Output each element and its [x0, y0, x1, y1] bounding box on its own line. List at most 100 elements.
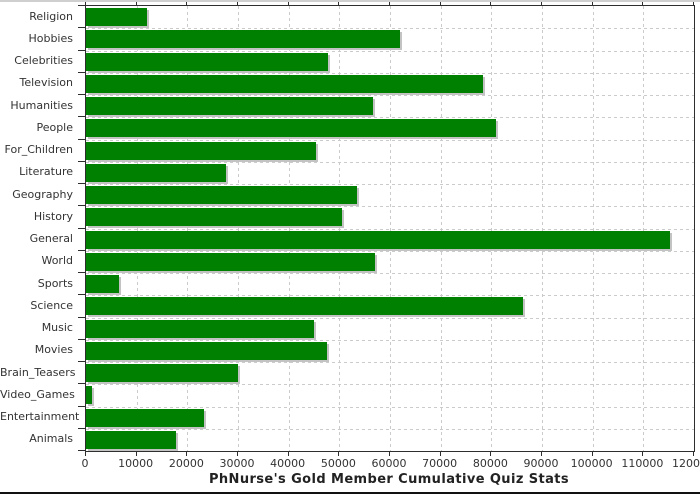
category-label-text: Celebrities: [14, 54, 73, 68]
horizontal-gridline: [86, 339, 694, 341]
category-label-text: People: [36, 120, 73, 134]
bar-for_children: [86, 141, 316, 160]
category-label: Humanities: [0, 100, 79, 111]
x-tick-top: [85, 2, 86, 5]
x-tick-label: 80000: [472, 457, 508, 470]
bar-row: [86, 162, 694, 184]
y-tick: [78, 361, 85, 362]
x-tick: [287, 451, 289, 456]
category-label-text: World: [41, 254, 73, 268]
bar-literature: [86, 163, 226, 182]
y-tick: [78, 49, 85, 51]
y-tick: [78, 27, 85, 29]
category-label-text: Music: [41, 321, 73, 335]
x-tick-label: 10000: [118, 457, 154, 470]
bar-row: [86, 206, 694, 228]
bar-entertainment: [86, 408, 204, 427]
category-label-text: Movies: [34, 343, 73, 357]
bar-row: [86, 251, 694, 273]
y-tick: [78, 427, 85, 429]
y-tick: [78, 116, 85, 118]
bar-row: [86, 140, 694, 162]
category-label: Brain_Teasers: [0, 367, 79, 378]
bar-science: [86, 297, 523, 316]
x-tick-top: [338, 2, 340, 5]
x-tick: [389, 451, 390, 456]
category-label-text: Brain_Teasers: [0, 365, 76, 379]
category-label-text: Humanities: [10, 98, 73, 112]
category-label: Religion: [0, 11, 79, 22]
category-label: Television: [0, 77, 79, 88]
bar-row: [86, 28, 694, 50]
x-tick: [186, 451, 188, 456]
x-tick-label: 110000: [621, 457, 664, 470]
y-tick: [78, 94, 85, 95]
y-tick: [78, 249, 85, 251]
panel-top-edge: [0, 0, 700, 2]
bar-sports: [86, 275, 119, 293]
bar-brain_teasers: [86, 364, 238, 382]
y-tick: [78, 183, 85, 184]
x-tick-top: [591, 2, 593, 5]
horizontal-gridline: [86, 28, 694, 30]
bar-history: [86, 208, 343, 227]
horizontal-gridline: [86, 362, 694, 363]
category-label-text: Literature: [19, 165, 73, 179]
bar-row: [86, 273, 694, 295]
bar-row: [86, 407, 694, 429]
x-tick-label: 40000: [270, 457, 306, 470]
bar-row: [86, 73, 694, 95]
bar-video_games: [86, 386, 92, 405]
x-axis-labels: 0 10000 20000 30000 40000 50000 60000 70000 8000…: [81, 457, 700, 471]
x-tick-top: [287, 2, 289, 5]
y-tick: [78, 338, 85, 340]
category-label: For_Children: [0, 144, 79, 155]
category-label-text: General: [29, 232, 73, 246]
bar-row: [86, 51, 694, 73]
category-label: Sports: [0, 278, 79, 289]
category-label: Geography: [0, 189, 79, 200]
horizontal-gridline: [86, 406, 694, 408]
y-tick: [78, 272, 85, 273]
x-tick-top: [186, 2, 188, 5]
x-tick-top: [135, 2, 137, 5]
category-label-text: Entertainment: [0, 410, 80, 424]
category-label-text: For_Children: [4, 143, 73, 157]
horizontal-gridline: [86, 384, 694, 386]
horizontal-gridline: [86, 72, 694, 74]
bar-row: [86, 429, 694, 451]
horizontal-gridline: [86, 228, 694, 230]
y-tick: [78, 5, 85, 6]
y-tick: [78, 227, 85, 229]
bar-row: [86, 295, 694, 317]
category-label: Movies: [0, 344, 79, 355]
category-label-text: Sports: [37, 276, 73, 290]
x-tick-top: [693, 2, 694, 5]
category-label-text: Animals: [29, 432, 73, 446]
x-tick-label: 100000: [570, 457, 613, 470]
x-tick-top: [237, 2, 238, 5]
horizontal-gridline: [86, 117, 694, 119]
x-tick: [693, 451, 694, 456]
y-tick: [78, 71, 85, 73]
bar-hobbies: [86, 30, 401, 49]
x-tick-label: 90000: [523, 457, 559, 470]
horizontal-gridline: [86, 95, 694, 96]
plot-area: [85, 5, 695, 452]
bar-animals: [86, 430, 177, 449]
horizontal-gridline: [86, 50, 694, 52]
bar-television: [86, 74, 483, 93]
category-label-text: History: [33, 209, 73, 223]
y-tick: [78, 205, 85, 207]
horizontal-gridline: [86, 206, 694, 208]
bar-row: [86, 95, 694, 117]
y-tick: [78, 383, 85, 385]
x-tick-label: 0: [81, 457, 89, 470]
horizontal-gridline: [86, 184, 694, 185]
category-label: Music: [0, 322, 79, 333]
category-label: Hobbies: [0, 33, 79, 44]
x-tick: [642, 451, 644, 456]
horizontal-gridline: [86, 428, 694, 430]
x-tick-top: [439, 2, 441, 5]
